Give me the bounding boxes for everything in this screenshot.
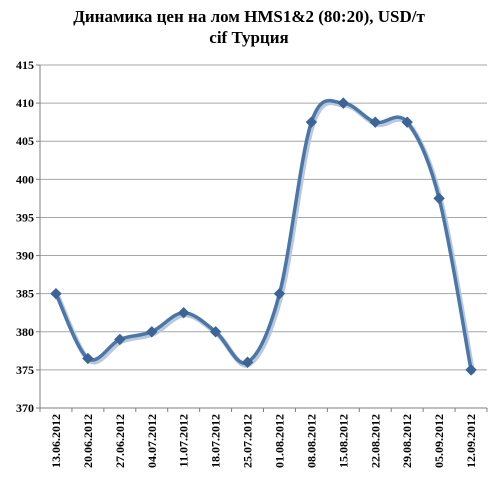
y-tick-label: 390 (16, 249, 34, 263)
chart-title-line: Динамика цен на лом HMS1&2 (80:20), USD/… (73, 7, 425, 26)
x-tick-label: 04.07.2012 (145, 414, 159, 468)
y-tick-label: 380 (16, 325, 34, 339)
data-point-marker (273, 287, 286, 300)
y-tick-label: 410 (16, 96, 34, 110)
data-point-marker (337, 97, 350, 109)
x-tick-label: 20.06.2012 (81, 414, 95, 468)
y-tick-label: 370 (16, 401, 34, 415)
data-point-marker (305, 116, 318, 128)
data-point-marker (82, 352, 94, 365)
data-point-marker (433, 192, 445, 205)
x-tick-label: 11.07.2012 (177, 414, 191, 467)
x-tick-label: 29.08.2012 (400, 414, 414, 468)
data-point-marker (209, 326, 222, 338)
x-tick-label: 13.06.2012 (49, 414, 63, 468)
x-tick-label: 18.07.2012 (209, 414, 223, 468)
x-tick-label: 15.08.2012 (336, 414, 350, 468)
y-tick-label: 395 (16, 210, 34, 224)
x-tick-label: 25.07.2012 (241, 414, 255, 468)
y-tick-label: 405 (16, 134, 34, 148)
chart-subtitle: cif Турция (209, 28, 289, 47)
x-tick-label: 22.08.2012 (368, 414, 382, 468)
x-tick-label: 05.09.2012 (432, 414, 446, 468)
chart-title: Динамика цен на лом HMS1&2 (80:20), USD/… (0, 6, 498, 48)
x-tick-label: 01.08.2012 (272, 414, 286, 468)
data-point-marker (369, 116, 381, 128)
y-tick-label: 385 (16, 287, 34, 301)
x-tick-label: 12.09.2012 (464, 414, 478, 468)
data-point-marker (114, 333, 126, 346)
y-tick-label: 415 (16, 58, 34, 72)
data-point-marker (146, 326, 158, 338)
data-point-marker (401, 116, 413, 128)
data-point-marker (465, 364, 477, 376)
data-point-marker (241, 356, 254, 368)
data-point-marker (50, 287, 62, 300)
data-point-marker (177, 307, 190, 319)
x-tick-label: 08.08.2012 (304, 414, 318, 468)
x-tick-label: 27.06.2012 (113, 414, 127, 468)
y-tick-label: 375 (16, 363, 34, 377)
y-tick-label: 400 (16, 172, 34, 186)
